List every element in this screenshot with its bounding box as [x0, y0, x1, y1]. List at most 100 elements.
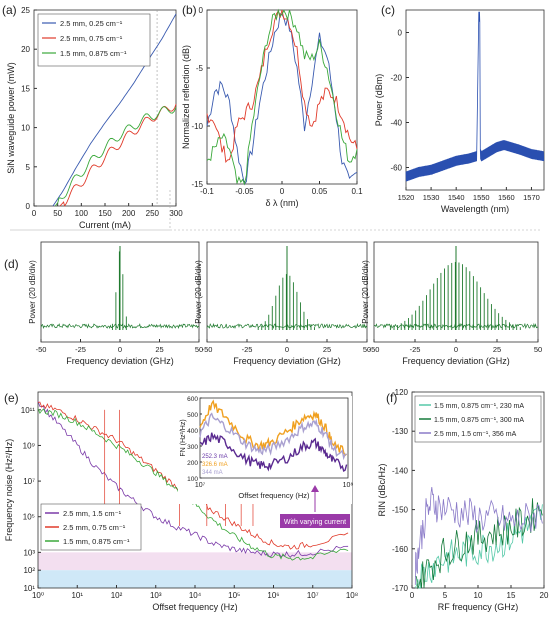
- y-tick-label: -120: [392, 388, 409, 397]
- series-line: [206, 8, 358, 186]
- x-tick-label: -50: [202, 345, 213, 354]
- series-line: [59, 103, 177, 207]
- x-tick-label: 100: [75, 209, 89, 218]
- x-tick-label: 1540: [448, 193, 465, 202]
- y-tick-label: -15: [191, 180, 203, 189]
- legend-label: 2.5 mm, 0.25 cm⁻¹: [60, 19, 123, 28]
- x-tick-label: 0: [454, 345, 458, 354]
- x-tick-label: 50: [363, 345, 371, 354]
- annotation-box: [280, 514, 350, 528]
- y-tick-label: -150: [392, 506, 409, 515]
- y-axis-label: Power (20 dB/div): [28, 260, 37, 324]
- panel-f: 0 5 10 15 20 -170 -160 -150 -140 -130 -120 RF frequ…: [377, 388, 549, 612]
- y-tick-label: 0: [398, 29, 403, 38]
- panel-label: (b): [182, 3, 197, 17]
- x-tick-label: 0: [32, 209, 37, 218]
- x-axis-label: Offset frequency (Hz): [238, 491, 310, 500]
- x-tick-label: 300: [169, 209, 183, 218]
- plot-frame: [206, 9, 358, 185]
- x-tick-label: 20: [540, 591, 549, 600]
- x-tick-label: 0: [118, 345, 122, 354]
- series-line: [54, 106, 177, 207]
- x-tick-label: 10⁷: [195, 482, 206, 489]
- y-tick-label: -10: [191, 122, 203, 131]
- x-tick-label: 0: [285, 345, 289, 354]
- x-tick-label: 1520: [398, 193, 415, 202]
- y-axis-label: Frequency noise (Hz²/Hz): [4, 439, 14, 542]
- y-tick-label: -5: [196, 64, 204, 73]
- annotation-arrowhead: [311, 485, 319, 492]
- y-tick-label: 20: [21, 45, 30, 54]
- x-axis-label: Frequency deviation (GHz): [66, 356, 174, 366]
- y-tick-label: 10⁷: [23, 477, 35, 486]
- x-tick-label: 10⁷: [307, 591, 319, 600]
- y-axis-label: Normalized reflection (dB): [181, 45, 191, 149]
- x-axis-label: Offset frequency (Hz): [152, 602, 237, 612]
- y-tick-label: 5: [26, 163, 31, 172]
- x-tick-label: 10⁸: [343, 482, 354, 489]
- legend-label: 2.5 mm, 0.75 cm⁻¹: [63, 523, 126, 532]
- y-tick-label: 0: [26, 202, 31, 211]
- x-tick-label: 10: [474, 591, 483, 600]
- y-axis-label: FN (Hz²/Hz): [180, 419, 187, 456]
- y-tick-label: 500: [187, 412, 198, 419]
- spectrum-subplot: -50 -25 0 25 50 Frequency deviation (GHz) Powe…: [361, 241, 542, 366]
- y-axis-label: Power (20 dB/div): [194, 260, 203, 324]
- x-tick-label: 1550: [473, 193, 490, 202]
- y-tick-label: -170: [392, 584, 409, 593]
- y-tick-label: 400: [187, 428, 198, 435]
- x-axis-label: RF frequency (GHz): [438, 602, 519, 612]
- x-axis-label: Wavelength (nm): [441, 204, 509, 214]
- y-axis-label: Power (dBm): [374, 74, 384, 127]
- x-tick-label: 0: [280, 187, 285, 196]
- y-tick-label: 10¹: [23, 584, 35, 593]
- panel-b: -0.1 -0.05 0 0.05 0.1 -15 -10 -5 0 δ λ (nm) Normal…: [181, 3, 363, 208]
- panel-a: 0 50 100 150 200 250 300 0 5 10 15 20 25 Current (mA)…: [2, 3, 183, 230]
- plot-frame: [405, 9, 545, 191]
- x-tick-label: 10²: [111, 591, 123, 600]
- x-tick-label: 10⁴: [189, 591, 202, 600]
- x-tick-label: 0: [410, 591, 415, 600]
- series-line: [414, 504, 543, 589]
- x-tick-label: 10⁶: [267, 591, 279, 600]
- panel-label: (a): [2, 3, 17, 17]
- x-tick-label: -25: [410, 345, 421, 354]
- spectrum-subplot: -50 -25 0 25 50 Frequency deviation (GHz) Powe…: [194, 241, 371, 366]
- x-tick-label: 50: [53, 209, 62, 218]
- y-axis-label: Power (20 dB/div): [361, 260, 370, 324]
- y-tick-label: -140: [392, 466, 409, 475]
- series-line: [414, 487, 543, 585]
- legend-label: 1.5 mm, 0.875 cm⁻¹, 300 mA: [434, 417, 524, 424]
- x-tick-label: 150: [98, 209, 112, 218]
- panel-label: (d): [4, 257, 19, 271]
- x-tick-label: -25: [75, 345, 86, 354]
- y-tick-label: 10²: [23, 566, 35, 575]
- inset-series-line: [199, 399, 348, 457]
- legend-label: 1.5 mm, 0.875 cm⁻¹, 230 mA: [434, 403, 524, 410]
- x-tick-label: 1560: [498, 193, 515, 202]
- annotation-text: With varying current: [284, 519, 346, 526]
- inset-current-label: 344 mA: [202, 470, 223, 476]
- y-tick-label: 10: [21, 124, 30, 133]
- x-tick-label: -50: [36, 345, 47, 354]
- legend-label: 1.5 mm, 0.875 cm⁻¹: [63, 537, 130, 546]
- legend-box: [37, 13, 151, 67]
- legend-label: 1.5 mm, 0.875 cm⁻¹: [60, 49, 127, 58]
- y-tick-label: 600: [187, 396, 198, 403]
- series-line: [52, 13, 177, 207]
- legend-box: [414, 395, 542, 443]
- inset-current-label: 252.3 mA: [202, 454, 228, 460]
- inset-plot: 100 200 300 400 500 600 10⁷ 10⁸ Offset frequency…: [178, 396, 353, 504]
- y-tick-label: 10³: [23, 548, 35, 557]
- series-line: [37, 401, 349, 558]
- panel-c: 1520 1530 1540 1550 1560 1570 -60 -40 -20 0 Wavele…: [374, 3, 545, 214]
- x-tick-label: -0.05: [235, 187, 254, 196]
- inset-current-label: 326.6 mA: [202, 462, 228, 468]
- legend-label: 2.5 mm, 1.5 cm⁻¹, 356 mA: [434, 431, 517, 438]
- x-axis-label: Frequency deviation (GHz): [402, 356, 510, 366]
- y-axis-label: RIN (dBc/Hz): [377, 463, 387, 516]
- x-tick-label: 10⁰: [32, 591, 44, 600]
- x-tick-label: -50: [369, 345, 380, 354]
- series-line: [415, 498, 543, 590]
